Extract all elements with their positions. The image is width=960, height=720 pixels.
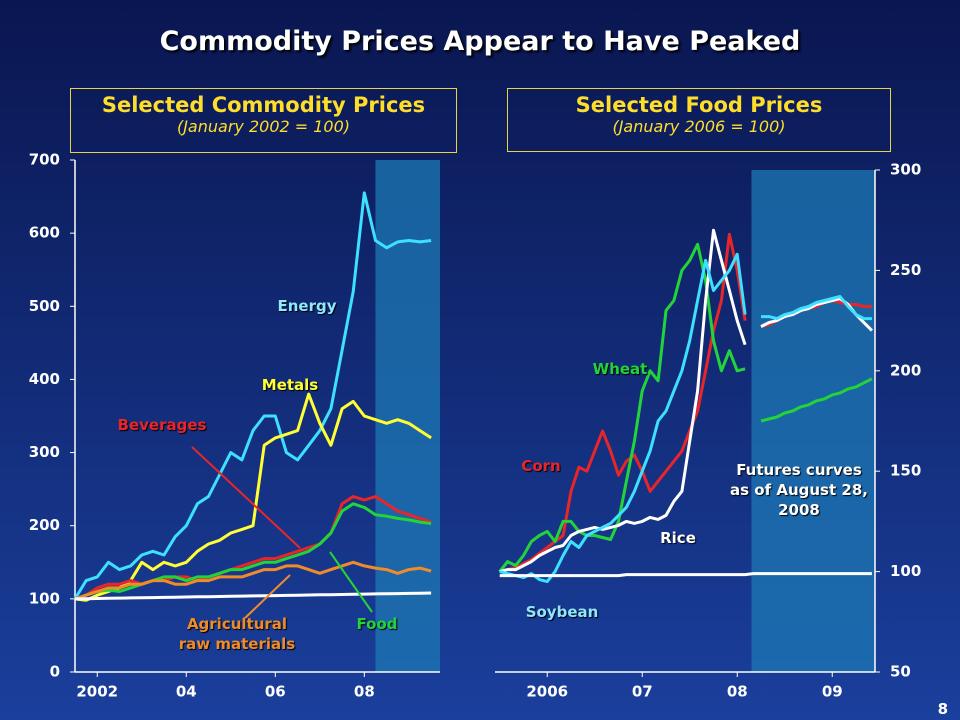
y-tick-label: 700 — [29, 151, 60, 169]
y-tick-label: 50 — [890, 663, 911, 681]
y-tick-label: 150 — [890, 462, 921, 480]
series-label: Energy — [277, 297, 337, 315]
x-tick-label: 09 — [822, 683, 843, 701]
series-line — [74, 591, 432, 601]
x-tick-label: 04 — [176, 683, 197, 701]
chart-subtitle: (January 2006 = 100) — [612, 117, 786, 136]
series-line — [74, 392, 432, 602]
header-box: Selected Commodity Prices (January 2002 … — [70, 88, 457, 153]
y-tick-label: 300 — [890, 161, 921, 179]
x-tick-label: 07 — [632, 683, 653, 701]
series-label: Rice — [660, 529, 696, 547]
header-box: Selected Food Prices (January 2006 = 100… — [507, 88, 891, 152]
annotation: Futures curves as of August 28, 2008 — [730, 461, 868, 519]
series-label: Wheat — [592, 360, 648, 378]
y-tick-label: 300 — [29, 443, 60, 461]
series-label: Corn — [521, 457, 561, 475]
series-line — [499, 572, 872, 578]
chart-title: Selected Commodity Prices — [101, 93, 426, 117]
arrows — [191, 446, 373, 619]
x-tick-label: 08 — [354, 683, 375, 701]
y-tick-label: 600 — [29, 224, 60, 242]
series-label: Metals — [261, 376, 319, 394]
series-label: Beverages — [117, 416, 207, 434]
chart-subtitle: (January 2002 = 100) — [176, 117, 351, 136]
x-tick-label: 08 — [727, 683, 748, 701]
series-label: Agricultural raw materials — [178, 615, 296, 653]
forecast-shade — [751, 170, 875, 672]
series-line — [74, 502, 432, 601]
chart-title: Selected Food Prices — [575, 93, 823, 117]
arrow — [191, 446, 301, 549]
x-tick-label: 06 — [265, 683, 286, 701]
series-line — [73, 191, 432, 600]
y-tick-label: 250 — [890, 261, 921, 279]
series-label: Soybean — [525, 603, 599, 621]
series-label: Food — [356, 615, 398, 633]
series-line — [499, 252, 872, 584]
y-tick-label: 100 — [890, 562, 921, 580]
series-line — [74, 495, 432, 601]
arrow — [244, 574, 291, 619]
y-tick-label: 200 — [29, 516, 60, 534]
y-tick-label: 100 — [29, 589, 60, 607]
y-tick-label: 400 — [29, 370, 60, 388]
page-number: 8 — [937, 700, 948, 718]
y-tick-label: 500 — [29, 297, 60, 315]
arrow — [329, 551, 373, 613]
x-tick-label: 2002 — [76, 683, 118, 701]
y-tick-label: 0 — [50, 663, 60, 681]
y-tick-label: 200 — [890, 361, 921, 379]
series-line — [74, 560, 432, 601]
slide-title: Commodity Prices Appear to Have Peaked — [159, 26, 801, 57]
chart-layers: 0 100 200 300 400 500 600 700 2002 04 06 08 50 100 150… — [29, 151, 922, 701]
forecast-shade — [375, 160, 440, 672]
x-tick-label: 2006 — [526, 683, 568, 701]
